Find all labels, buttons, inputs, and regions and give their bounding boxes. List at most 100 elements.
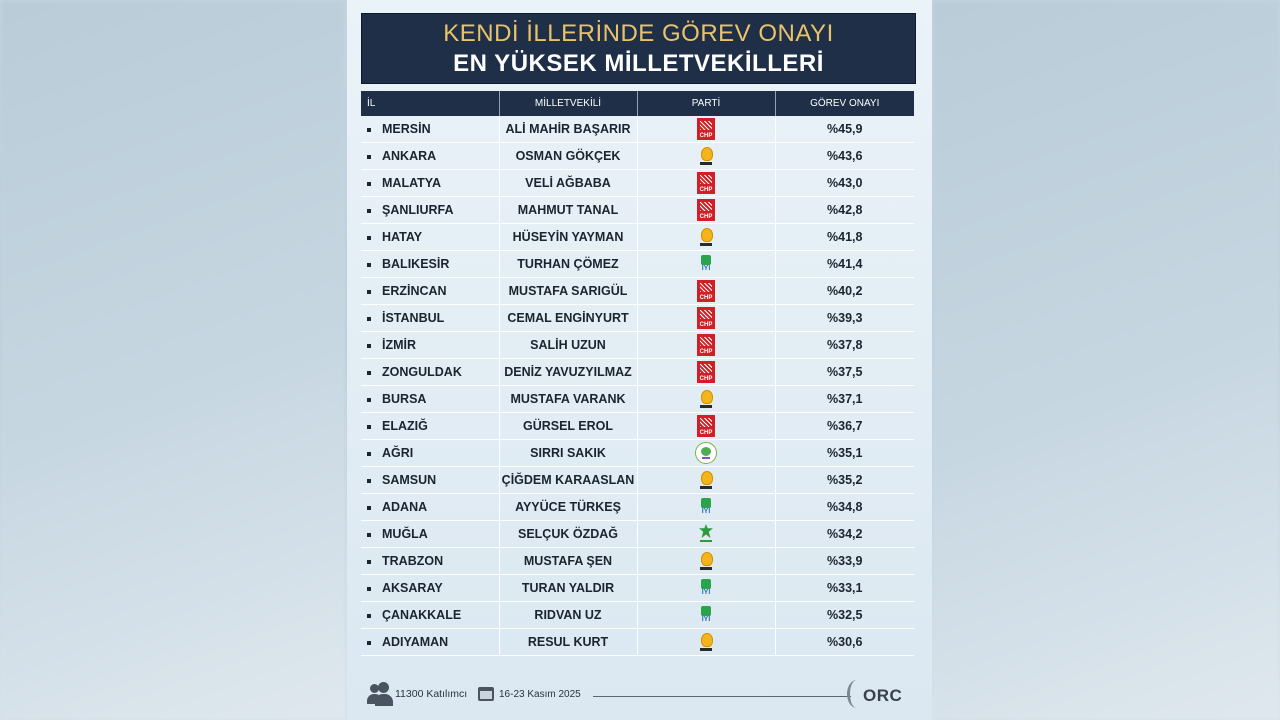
- cell-il: ERZİNCAN: [361, 277, 500, 305]
- cell-il: ELAZIĞ: [361, 412, 500, 440]
- bullet-icon: [367, 586, 371, 591]
- cell-il: ŞANLIURFA: [361, 196, 500, 224]
- cell-milletvekili: ALİ MAHİR BAŞARIR: [499, 116, 638, 143]
- footer: 11300 Katılımcı 16-23 Kasım 2025 ORC: [361, 676, 914, 712]
- cell-gorev-onayi: %33,1: [775, 574, 914, 602]
- bullet-icon: [367, 127, 371, 132]
- province-name: MALATYA: [382, 176, 442, 190]
- cell-parti: [637, 331, 776, 359]
- cell-milletvekili: TURAN YALDIR: [499, 574, 638, 602]
- province-name: ÇANAKKALE: [382, 608, 462, 622]
- green-leaf-party-icon: [697, 523, 715, 545]
- title-line-2: EN YÜKSEK MİLLETVEKİLLERİ: [453, 49, 824, 77]
- cell-milletvekili: GÜRSEL EROL: [499, 412, 638, 440]
- cell-milletvekili: MUSTAFA ŞEN: [499, 547, 638, 575]
- cell-gorev-onayi: %32,5: [775, 601, 914, 629]
- iyi-party-icon: [697, 604, 715, 626]
- province-name: ERZİNCAN: [382, 284, 447, 298]
- cell-il: ADIYAMAN: [361, 628, 500, 656]
- bullet-icon: [367, 289, 371, 294]
- cell-gorev-onayi: %39,3: [775, 304, 914, 332]
- province-name: ANKARA: [382, 149, 437, 163]
- table-row: MUĞLA SELÇUK ÖZDAĞ %34,2: [361, 520, 914, 548]
- cell-milletvekili: AYYÜCE TÜRKEŞ: [499, 493, 638, 521]
- province-name: İZMİR: [382, 338, 417, 352]
- table-row: ERZİNCAN MUSTAFA SARIGÜL %40,2: [361, 277, 914, 305]
- footer-divider: [593, 696, 851, 697]
- table-row: BALIKESİR TURHAN ÇÖMEZ %41,4: [361, 250, 914, 278]
- cell-gorev-onayi: %35,2: [775, 466, 914, 494]
- cell-milletvekili: ÇİĞDEM KARAASLAN: [499, 466, 638, 494]
- table-row: AKSARAY TURAN YALDIR %33,1: [361, 574, 914, 602]
- cell-parti: [637, 574, 776, 602]
- bullet-icon: [367, 451, 371, 456]
- bullet-icon: [367, 262, 371, 267]
- cell-il: İSTANBUL: [361, 304, 500, 332]
- cell-gorev-onayi: %36,7: [775, 412, 914, 440]
- cell-gorev-onayi: %30,6: [775, 628, 914, 656]
- table-row: AĞRI SIRRI SAKIK %35,1: [361, 439, 914, 467]
- cell-milletvekili: VELİ AĞBABA: [499, 169, 638, 197]
- table-row: HATAY HÜSEYİN YAYMAN %41,8: [361, 223, 914, 251]
- chp-logo-icon: [697, 280, 715, 302]
- table-row: MERSİN ALİ MAHİR BAŞARIR %45,9: [361, 116, 914, 143]
- cell-gorev-onayi: %34,2: [775, 520, 914, 548]
- cell-parti: [637, 358, 776, 386]
- cell-milletvekili: HÜSEYİN YAYMAN: [499, 223, 638, 251]
- province-name: AĞRI: [382, 446, 414, 460]
- participants-icon: [367, 682, 393, 706]
- province-name: HATAY: [382, 230, 423, 244]
- cell-parti: [637, 412, 776, 440]
- cell-il: TRABZON: [361, 547, 500, 575]
- cell-milletvekili: TURHAN ÇÖMEZ: [499, 250, 638, 278]
- cell-milletvekili: SALİH UZUN: [499, 331, 638, 359]
- title-banner: KENDİ İLLERİNDE GÖREV ONAYI EN YÜKSEK Mİ…: [361, 13, 916, 84]
- cell-il: MUĞLA: [361, 520, 500, 548]
- table-row: BURSA MUSTAFA VARANK %37,1: [361, 385, 914, 413]
- cell-parti: [637, 223, 776, 251]
- cell-parti: [637, 493, 776, 521]
- cell-gorev-onayi: %45,9: [775, 116, 914, 143]
- table-row: İZMİR SALİH UZUN %37,8: [361, 331, 914, 359]
- table-row: MALATYA VELİ AĞBABA %43,0: [361, 169, 914, 197]
- bullet-icon: [367, 181, 371, 186]
- bullet-icon: [367, 208, 371, 213]
- cell-parti: [637, 520, 776, 548]
- cell-gorev-onayi: %41,8: [775, 223, 914, 251]
- calendar-icon: [478, 687, 494, 701]
- bullet-icon: [367, 316, 371, 321]
- participant-count: 11300 Katılımcı: [395, 688, 468, 700]
- province-name: ZONGULDAK: [382, 365, 462, 379]
- cell-il: BALIKESİR: [361, 250, 500, 278]
- iyi-party-icon: [697, 253, 715, 275]
- bullet-icon: [367, 532, 371, 537]
- cell-il: MERSİN: [361, 116, 500, 143]
- table-row: SAMSUN ÇİĞDEM KARAASLAN %35,2: [361, 466, 914, 494]
- province-name: SAMSUN: [382, 473, 437, 487]
- cell-parti: [637, 250, 776, 278]
- cell-milletvekili: SELÇUK ÖZDAĞ: [499, 520, 638, 548]
- province-name: ELAZIĞ: [382, 419, 428, 433]
- title-line-1: KENDİ İLLERİNDE GÖREV ONAYI: [443, 19, 834, 47]
- orc-mark-icon: [847, 680, 866, 708]
- column-header-gorev-onayi: GÖREV ONAYI: [775, 91, 914, 116]
- province-name: BALIKESİR: [382, 257, 450, 271]
- bullet-icon: [367, 370, 371, 375]
- bullet-icon: [367, 613, 371, 618]
- cell-parti: [637, 142, 776, 170]
- table-row: ŞANLIURFA MAHMUT TANAL %42,8: [361, 196, 914, 224]
- cell-milletvekili: CEMAL ENGİNYURT: [499, 304, 638, 332]
- bullet-icon: [367, 343, 371, 348]
- cell-parti: [637, 385, 776, 413]
- chp-logo-icon: [697, 334, 715, 356]
- cell-milletvekili: DENİZ YAVUZYILMAZ: [499, 358, 638, 386]
- cell-gorev-onayi: %43,6: [775, 142, 914, 170]
- infographic-card: KENDİ İLLERİNDE GÖREV ONAYI EN YÜKSEK Mİ…: [347, 0, 932, 720]
- province-name: AKSARAY: [382, 581, 443, 595]
- cell-gorev-onayi: %43,0: [775, 169, 914, 197]
- cell-milletvekili: OSMAN GÖKÇEK: [499, 142, 638, 170]
- bullet-icon: [367, 397, 371, 402]
- chp-logo-icon: [697, 307, 715, 329]
- cell-gorev-onayi: %33,9: [775, 547, 914, 575]
- cell-gorev-onayi: %34,8: [775, 493, 914, 521]
